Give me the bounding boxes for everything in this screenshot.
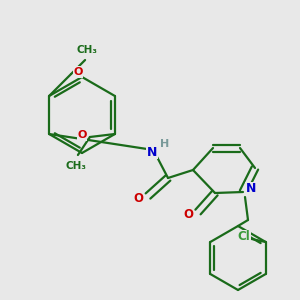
Text: CH₃: CH₃ bbox=[76, 45, 98, 55]
Text: O: O bbox=[77, 130, 87, 140]
Text: O: O bbox=[74, 67, 83, 77]
Text: N: N bbox=[246, 182, 256, 196]
Text: Cl: Cl bbox=[237, 230, 250, 244]
Text: H: H bbox=[160, 139, 169, 149]
Text: CH₃: CH₃ bbox=[65, 161, 86, 171]
Text: O: O bbox=[183, 208, 193, 220]
Text: O: O bbox=[133, 191, 143, 205]
Text: N: N bbox=[147, 146, 157, 158]
